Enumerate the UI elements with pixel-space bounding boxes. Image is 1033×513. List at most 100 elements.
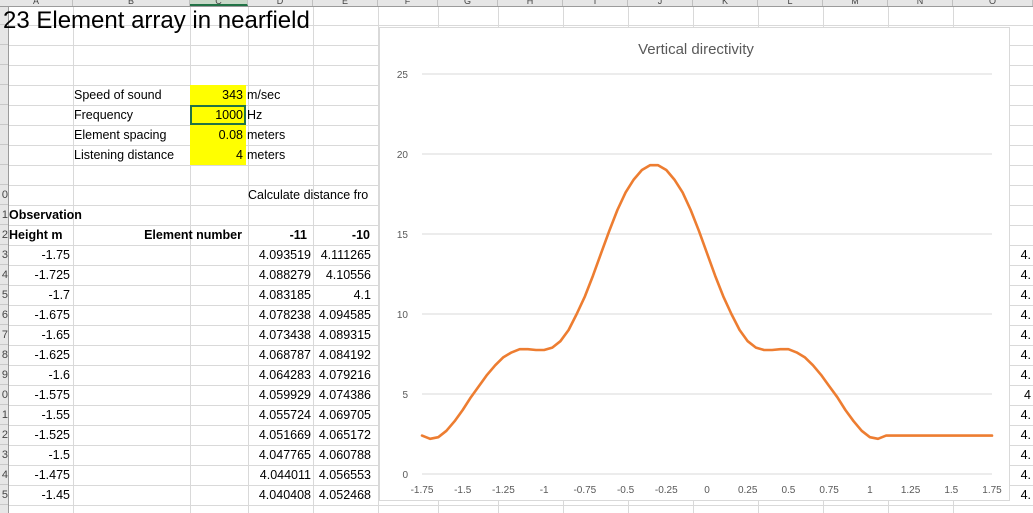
column-header-a[interactable]: A	[0, 0, 73, 6]
height-header[interactable]: Height m	[9, 228, 63, 242]
row-header[interactable]: 1	[0, 205, 8, 225]
row-header[interactable]	[0, 65, 8, 85]
distance-value[interactable]: 4.093519	[258, 248, 311, 262]
column-header-n[interactable]: N	[888, 0, 953, 6]
row-header[interactable]	[0, 45, 8, 65]
clipped-value[interactable]: 4.	[1020, 248, 1031, 262]
column-header-m[interactable]: M	[823, 0, 888, 6]
column-header-o[interactable]: O	[953, 0, 1033, 6]
clipped-value[interactable]: 4.	[1020, 488, 1031, 502]
height-value[interactable]: -1.525	[34, 428, 70, 442]
param-label[interactable]: Listening distance	[74, 148, 175, 162]
param-unit[interactable]: meters	[247, 128, 286, 142]
clipped-value[interactable]: 4.	[1020, 308, 1031, 322]
column-header-h[interactable]: H	[498, 0, 563, 6]
column-header-f[interactable]: F	[378, 0, 438, 6]
column-header-g[interactable]: G	[438, 0, 498, 6]
row-header[interactable]	[0, 25, 8, 45]
element-header[interactable]: -11	[289, 228, 307, 242]
column-header-e[interactable]: E	[313, 0, 378, 6]
height-value[interactable]: -1.75	[41, 248, 71, 262]
distance-value[interactable]: 4.073438	[258, 328, 311, 342]
row-header[interactable]: 5	[0, 285, 8, 305]
distance-value[interactable]: 4.059929	[258, 388, 311, 402]
param-label[interactable]: Speed of sound	[74, 88, 162, 102]
distance-value[interactable]: 4.074386	[318, 388, 371, 402]
row-header[interactable]	[0, 125, 8, 145]
height-value[interactable]: -1.55	[41, 408, 71, 422]
row-header[interactable]: 9	[0, 365, 8, 385]
distance-value[interactable]: 4.079216	[318, 368, 371, 382]
distance-value[interactable]: 4.040408	[258, 488, 311, 502]
row-header[interactable]: 6	[0, 305, 8, 325]
height-value[interactable]: -1.625	[34, 348, 70, 362]
clipped-value[interactable]: 4.	[1020, 268, 1031, 282]
distance-value[interactable]: 4.068787	[258, 348, 311, 362]
distance-value[interactable]: 4.094585	[318, 308, 371, 322]
column-header-l[interactable]: L	[758, 0, 823, 6]
distance-value[interactable]: 4.052468	[318, 488, 371, 502]
distance-value[interactable]: 4.10556	[325, 268, 371, 282]
param-unit[interactable]: m/sec	[247, 88, 281, 102]
calc-distance-label[interactable]: Calculate distance fro	[248, 188, 369, 202]
column-header-j[interactable]: J	[628, 0, 693, 6]
distance-value[interactable]: 4.065172	[318, 428, 371, 442]
row-header[interactable]: 8	[0, 345, 8, 365]
height-value[interactable]: -1.6	[48, 368, 70, 382]
row-header[interactable]	[0, 7, 8, 25]
distance-value[interactable]: 4.056553	[318, 468, 371, 482]
distance-value[interactable]: 4.060788	[318, 448, 371, 462]
distance-value[interactable]: 4.088279	[258, 268, 311, 282]
param-unit[interactable]: meters	[247, 148, 286, 162]
distance-value[interactable]: 4.1	[353, 288, 371, 302]
element-number-header[interactable]: Element number	[144, 228, 242, 242]
row-header[interactable]: 5	[0, 485, 8, 505]
clipped-value[interactable]: 4.	[1020, 328, 1031, 342]
distance-value[interactable]: 4.051669	[258, 428, 311, 442]
row-header[interactable]: 0	[0, 185, 8, 205]
clipped-value[interactable]: 4.	[1020, 348, 1031, 362]
row-header[interactable]: 4	[0, 465, 8, 485]
height-value[interactable]: -1.475	[34, 468, 70, 482]
distance-value[interactable]: 4.069705	[318, 408, 371, 422]
selected-frequency-cell[interactable]: 1000	[190, 105, 246, 125]
height-value[interactable]: -1.45	[41, 488, 71, 502]
param-value[interactable]: 4	[190, 145, 246, 165]
observation-label[interactable]: Observation	[9, 208, 82, 222]
height-value[interactable]: -1.7	[48, 288, 70, 302]
row-header[interactable]: 0	[0, 385, 8, 405]
row-header[interactable]: 2	[0, 225, 8, 245]
clipped-value[interactable]: 4.	[1020, 288, 1031, 302]
clipped-value[interactable]: 4.	[1020, 368, 1031, 382]
distance-value[interactable]: 4.078238	[258, 308, 311, 322]
param-label[interactable]: Frequency	[74, 108, 134, 122]
element-header[interactable]: -10	[351, 228, 370, 242]
height-value[interactable]: -1.675	[34, 308, 70, 322]
distance-value[interactable]: 4.064283	[258, 368, 311, 382]
column-header-c[interactable]: C	[190, 0, 248, 6]
column-header-i[interactable]: I	[563, 0, 628, 6]
row-header[interactable]: 4	[0, 265, 8, 285]
vertical-directivity-chart[interactable]: Vertical directivity 0 5 10 15 20 25 -1.75 -1.5-…	[379, 27, 1010, 501]
row-header[interactable]: 2	[0, 425, 8, 445]
row-header[interactable]: 1	[0, 405, 8, 425]
height-value[interactable]: -1.725	[34, 268, 70, 282]
param-value[interactable]: 0.08	[190, 125, 246, 145]
param-unit[interactable]: Hz	[247, 108, 263, 122]
clipped-value[interactable]: 4.	[1020, 468, 1031, 482]
distance-value[interactable]: 4.044011	[259, 468, 311, 482]
column-header-k[interactable]: K	[693, 0, 758, 6]
param-label[interactable]: Element spacing	[74, 128, 167, 142]
row-header[interactable]	[0, 105, 8, 125]
distance-value[interactable]: 4.089315	[318, 328, 371, 342]
clipped-value[interactable]: 4.	[1020, 408, 1031, 422]
row-header[interactable]	[0, 85, 8, 105]
distance-value[interactable]: 4.111265	[320, 248, 371, 262]
height-value[interactable]: -1.65	[41, 328, 71, 342]
distance-value[interactable]: 4.084192	[318, 348, 371, 362]
row-header[interactable]: 7	[0, 325, 8, 345]
clipped-value[interactable]: 4	[1024, 388, 1031, 402]
column-header-d[interactable]: D	[248, 0, 313, 6]
row-header[interactable]	[0, 165, 8, 185]
clipped-value[interactable]: 4.	[1020, 448, 1031, 462]
